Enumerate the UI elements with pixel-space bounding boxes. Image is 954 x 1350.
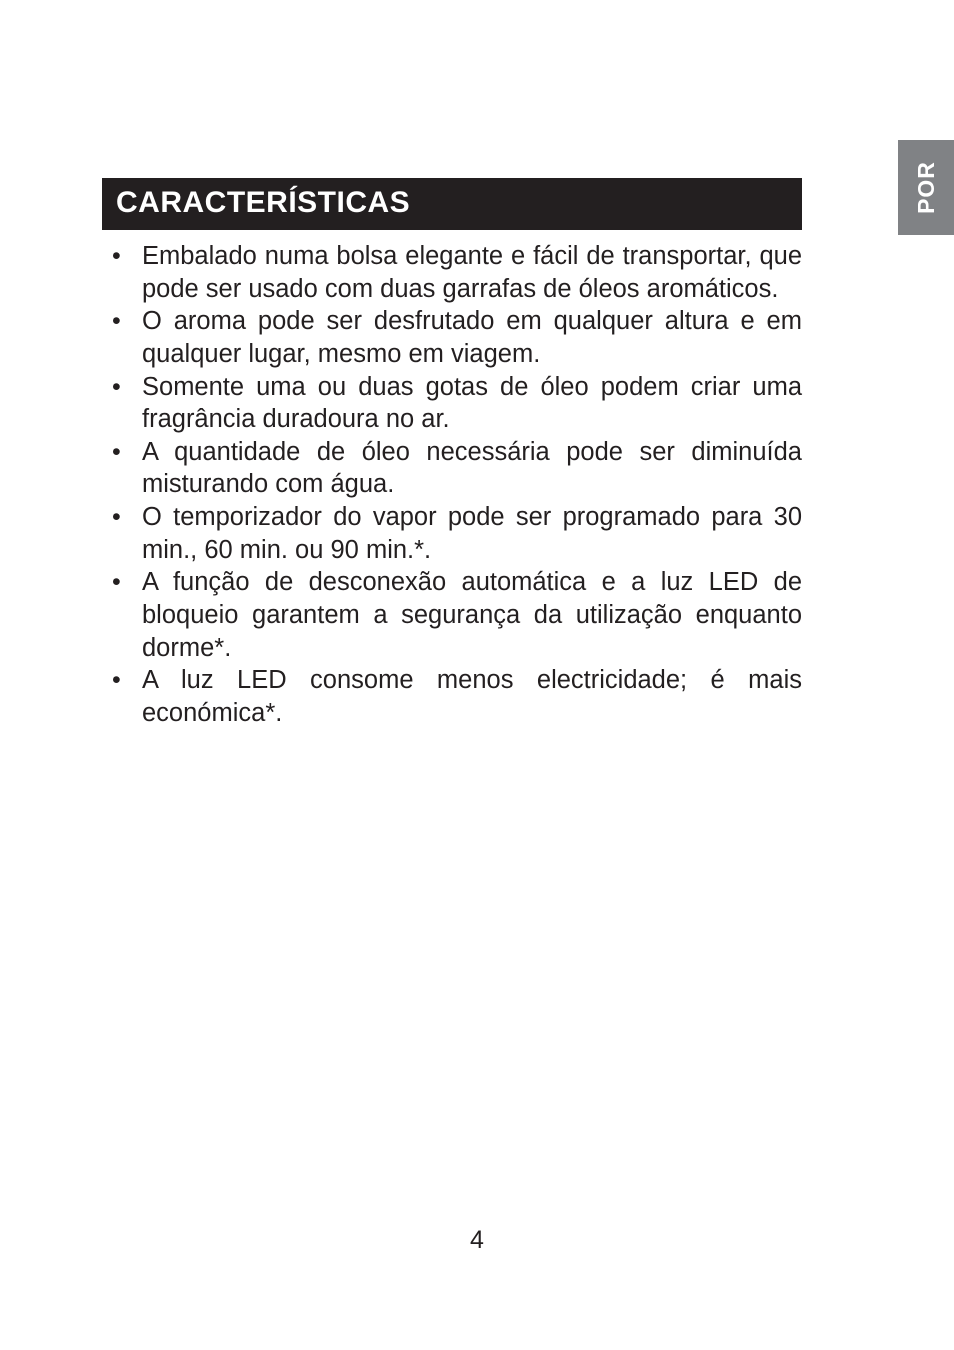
list-item: A quantidade de óleo necessária pode ser… (102, 436, 802, 501)
list-item: Somente uma ou duas gotas de óleo podem … (102, 371, 802, 436)
section-title: CARACTERÍSTICAS (102, 178, 802, 230)
list-item: Embalado numa bolsa elegante e fácil de … (102, 240, 802, 305)
language-tab: POR (898, 140, 954, 235)
list-item: O aroma pode ser desfrutado em qualquer … (102, 305, 802, 370)
list-item: A função de desconexão automática e a lu… (102, 566, 802, 664)
list-item: A luz LED consome menos electricidade; é… (102, 664, 802, 729)
features-list: Embalado numa bolsa elegante e fácil de … (102, 240, 802, 729)
list-item: O temporizador do vapor pode ser program… (102, 501, 802, 566)
page-number: 4 (0, 1226, 954, 1255)
page-content: CARACTERÍSTICAS Embalado numa bolsa eleg… (102, 178, 802, 729)
language-tab-label: POR (913, 161, 940, 214)
